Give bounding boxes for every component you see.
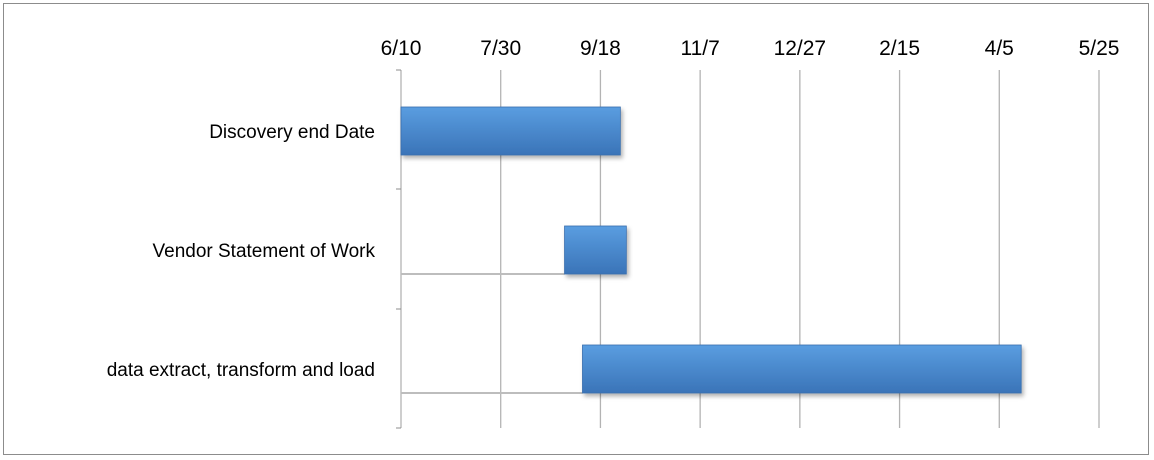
- duration-bar: [400, 106, 621, 156]
- x-tick-label: 7/30: [480, 37, 521, 60]
- x-tick-label: 6/10: [381, 37, 422, 60]
- duration-bar: [582, 344, 1022, 394]
- category-label: Discovery end Date: [209, 122, 375, 143]
- x-tick-label: 9/18: [580, 37, 621, 60]
- category-label: Vendor Statement of Work: [153, 241, 376, 262]
- bars: [400, 106, 1022, 394]
- duration-bar: [564, 225, 627, 275]
- x-tick-label: 5/25: [1079, 37, 1120, 60]
- category-labels: Discovery end Date Vendor Statement of Wo…: [107, 122, 376, 381]
- category-label: data extract, transform and load: [107, 360, 375, 381]
- x-tick-label: 4/5: [985, 37, 1014, 60]
- x-axis-ticks: 6/10 7/30 9/18 11/7 12/27 2/15 4/5 5/25: [381, 37, 1120, 60]
- x-tick-label: 12/27: [774, 37, 827, 60]
- x-tick-label: 11/7: [680, 37, 719, 60]
- x-tick-label: 2/15: [879, 37, 920, 60]
